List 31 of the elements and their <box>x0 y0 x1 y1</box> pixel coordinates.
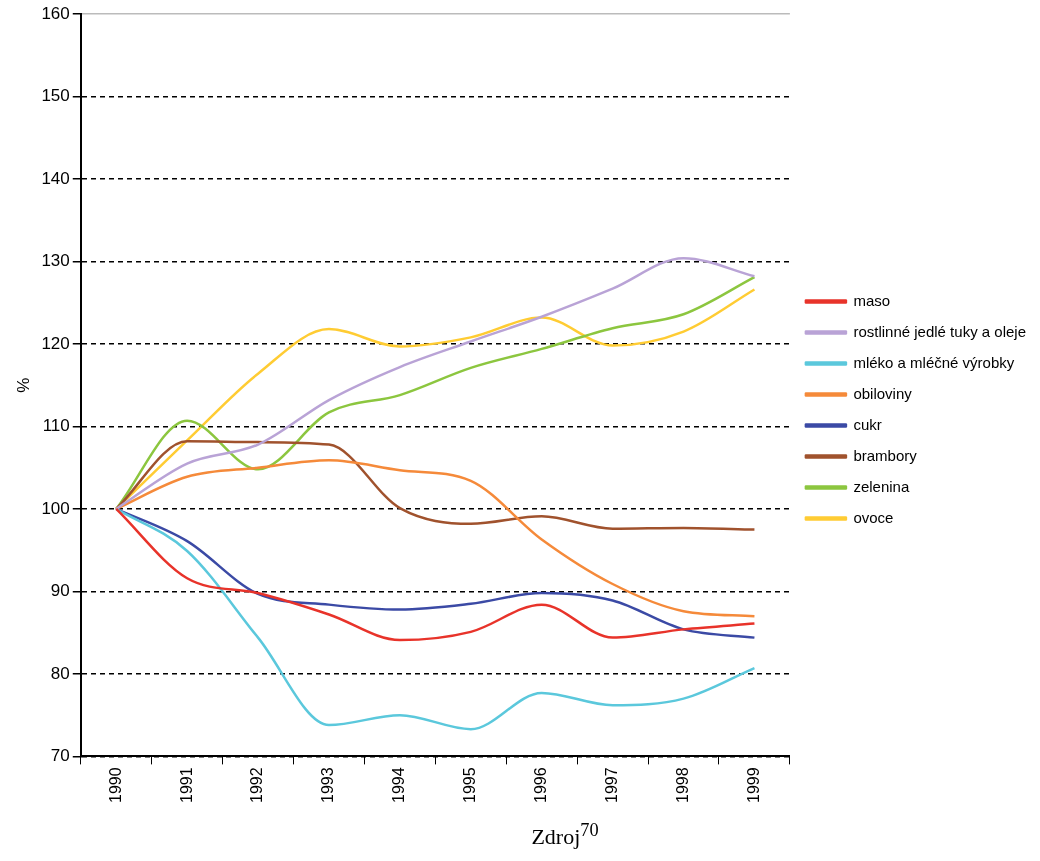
legend-label: cukr <box>853 415 882 433</box>
x-tick-label: 1998 <box>673 767 691 803</box>
x-tick-label: 1992 <box>248 767 266 803</box>
x-tick-label: 1999 <box>744 767 762 803</box>
y-tick-label: 130 <box>41 251 70 271</box>
line-series <box>114 440 756 531</box>
legend-label: zelenina <box>853 477 910 495</box>
y-tick-label: 150 <box>41 86 70 106</box>
y-tick-label: 110 <box>42 416 70 436</box>
x-tick-label: 1994 <box>390 767 408 803</box>
y-axis-title: % <box>13 377 33 393</box>
x-tick-label: 1996 <box>532 767 550 803</box>
y-tick-label: 120 <box>41 333 70 353</box>
legend-label: mléko a mléčné výrobky <box>853 353 1015 371</box>
legend-label: ovoce <box>853 508 894 526</box>
y-tick-label: 70 <box>50 746 70 766</box>
legend-label: brambory <box>853 446 918 464</box>
text: Zdroj$^{70}$ <box>530 820 600 851</box>
y-tick-label: 80 <box>50 663 70 683</box>
x-tick-label: 1993 <box>319 767 337 803</box>
y-tick-label: 90 <box>50 581 70 601</box>
x-tick-label: 1997 <box>603 767 621 803</box>
x-tick-label: 1990 <box>106 767 124 803</box>
y-tick-label: 100 <box>41 498 70 518</box>
y-tick-label: 160 <box>41 3 70 23</box>
y-tick-label: 140 <box>41 168 70 188</box>
legend-label: maso <box>853 291 891 309</box>
x-tick-label: 1995 <box>461 767 479 803</box>
legend-label: rostlinné jedlé tuky a oleje <box>853 322 1027 340</box>
x-tick-label: 1991 <box>177 767 195 803</box>
legend-label: obiloviny <box>853 384 913 402</box>
